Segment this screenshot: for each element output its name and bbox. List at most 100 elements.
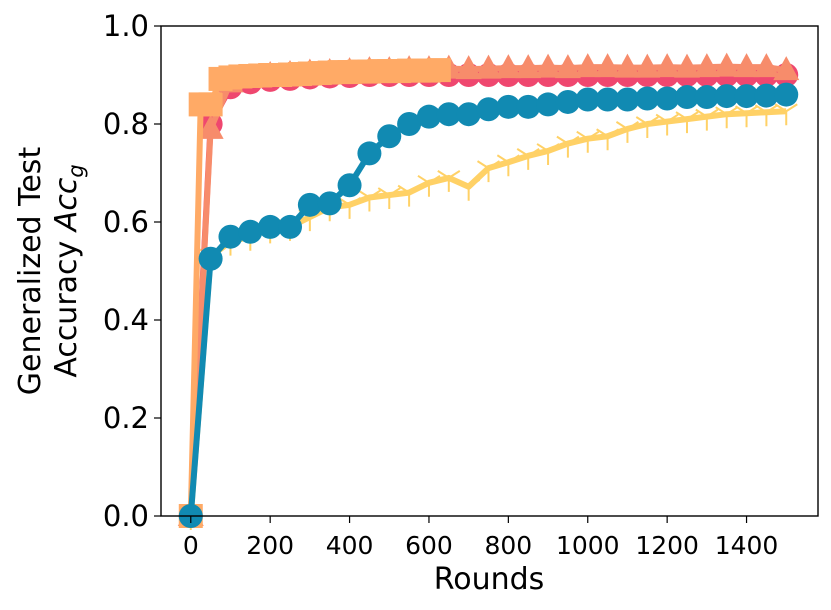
data-point	[357, 141, 382, 166]
y-axis-title-line1: Generalized Test	[13, 147, 48, 396]
x-tick-label: 600	[405, 531, 453, 560]
data-point	[476, 97, 501, 122]
data-point	[437, 170, 461, 192]
data-point	[238, 219, 263, 244]
data-point	[614, 53, 641, 78]
data-point	[457, 178, 481, 201]
series-line	[187, 91, 787, 517]
data-point	[397, 112, 422, 136]
y-tick-label: 0.2	[103, 401, 149, 435]
data-point	[754, 104, 778, 127]
data-point	[576, 130, 600, 153]
data-point	[455, 55, 482, 80]
data-point	[218, 224, 243, 249]
data-point	[714, 84, 739, 109]
data-point	[733, 53, 760, 78]
data-point	[595, 87, 620, 112]
data-point	[635, 86, 660, 111]
data-point	[773, 56, 800, 81]
y-tick-label: 0.4	[103, 303, 149, 337]
data-point	[574, 53, 601, 78]
data-point	[734, 84, 759, 109]
data-point	[198, 92, 223, 117]
series-line	[187, 67, 440, 517]
y-axis-title-line2: Accuracy Accg	[49, 164, 88, 377]
data-point	[426, 58, 451, 83]
x-axis-title: Rounds	[434, 562, 545, 597]
data-point	[197, 114, 224, 139]
data-point	[357, 189, 381, 212]
y-tick-label: 1.0	[103, 9, 149, 43]
data-point	[615, 121, 639, 143]
data-point	[417, 174, 441, 197]
data-point	[536, 143, 560, 165]
data-point	[694, 85, 719, 110]
data-point	[496, 154, 520, 177]
series-line	[187, 63, 787, 517]
data-point	[715, 106, 739, 129]
data-point	[753, 53, 780, 78]
data-point	[416, 104, 441, 129]
data-point	[754, 83, 779, 108]
data-point	[695, 108, 719, 131]
data-point	[515, 54, 542, 79]
data-point	[654, 53, 681, 78]
data-point	[337, 173, 362, 198]
series-layer	[177, 52, 800, 530]
x-tick-label: 1000	[556, 531, 620, 560]
data-point	[495, 54, 522, 79]
series-3	[178, 58, 451, 528]
data-point	[673, 53, 700, 78]
ticks-layer: 0 200 400 600 800 1000 1200 1400 0.0 0.2 0.4 0.6 0.8…	[103, 9, 778, 560]
data-point	[377, 187, 401, 210]
data-point	[536, 92, 561, 117]
plot-frame	[160, 25, 819, 517]
series-0	[179, 103, 798, 530]
data-point	[297, 192, 322, 217]
data-point	[594, 53, 621, 78]
data-point	[596, 128, 620, 151]
data-point	[674, 85, 699, 110]
data-point	[516, 94, 541, 119]
data-point	[556, 135, 580, 158]
y-tick-label: 0.8	[103, 107, 149, 141]
data-point	[436, 102, 461, 127]
data-point	[258, 214, 283, 239]
data-point	[774, 82, 799, 107]
data-point	[476, 160, 501, 183]
data-point	[377, 124, 402, 149]
data-point	[655, 113, 679, 136]
series-1	[178, 63, 799, 528]
data-point	[634, 53, 661, 78]
y-axis-title-subscript: g	[64, 164, 88, 177]
data-point	[496, 94, 521, 119]
data-point	[397, 184, 421, 207]
data-point	[675, 111, 699, 134]
data-point	[693, 53, 720, 78]
series-line	[187, 72, 787, 517]
y-axis-title-math: Acc	[49, 177, 84, 233]
data-point	[516, 148, 540, 170]
data-point	[615, 87, 640, 112]
data-point	[278, 214, 303, 239]
data-point	[735, 105, 759, 128]
data-point	[554, 54, 581, 79]
data-point	[713, 52, 740, 77]
x-tick-label: 400	[326, 531, 374, 560]
data-point	[555, 89, 580, 114]
data-point	[456, 102, 481, 127]
y-axis-title: Generalized Test Accuracy Accg	[13, 147, 88, 396]
y-tick-label: 0.6	[103, 205, 149, 239]
data-point	[317, 191, 342, 216]
data-point	[655, 86, 680, 111]
x-tick-label: 1200	[635, 531, 699, 560]
x-tick-label: 1400	[715, 531, 779, 560]
data-point	[774, 103, 798, 126]
data-point	[475, 54, 502, 79]
x-tick-label: 800	[484, 531, 532, 560]
y-axis-title-text: Accuracy	[49, 231, 84, 378]
x-tick-label: 0	[183, 531, 199, 560]
x-tick-label: 200	[246, 531, 294, 560]
data-point	[535, 53, 562, 78]
